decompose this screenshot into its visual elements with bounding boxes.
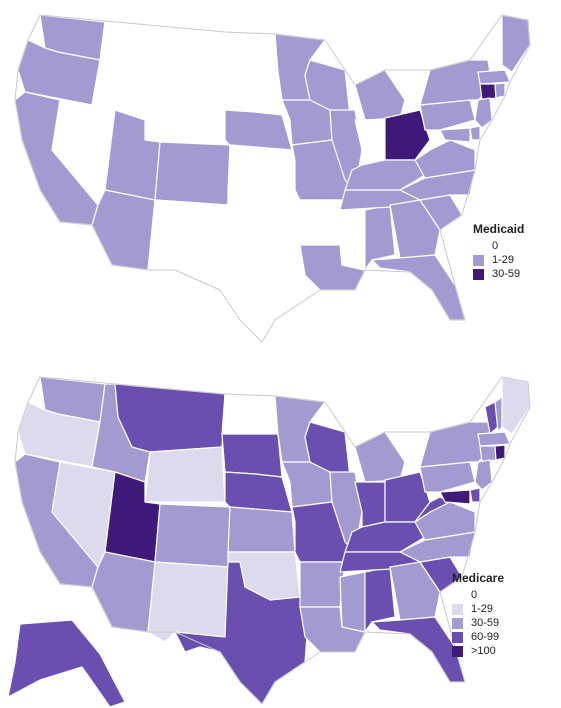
state-fl bbox=[371, 254, 466, 321]
legend-title: Medicare bbox=[452, 571, 505, 585]
legend-label: >100 bbox=[471, 645, 496, 657]
state-nm bbox=[147, 199, 229, 281]
legend-swatch bbox=[452, 645, 463, 657]
legend-rows: 0 1-29 30-59 bbox=[473, 239, 524, 281]
state-hi bbox=[147, 291, 161, 301]
legend-item: 1-29 bbox=[452, 602, 504, 616]
legend-label: 1-29 bbox=[471, 603, 494, 615]
medicaid-map bbox=[7, 14, 531, 346]
state-nj bbox=[474, 97, 493, 129]
state-sd bbox=[221, 71, 283, 116]
legend-rows: 0 1-29 30-59 60-99 >100 bbox=[452, 588, 504, 658]
state-nh bbox=[494, 34, 503, 71]
state-ak bbox=[7, 257, 126, 346]
legend-swatch bbox=[473, 268, 484, 280]
legend-item: 1-29 bbox=[473, 253, 524, 267]
legend-swatch bbox=[452, 617, 463, 629]
state-mi bbox=[354, 69, 406, 121]
state-ks bbox=[227, 506, 296, 553]
medicare-map bbox=[7, 376, 531, 708]
legend-label: 60-99 bbox=[471, 631, 500, 643]
state-nd bbox=[221, 31, 279, 73]
legend-item: >100 bbox=[452, 644, 504, 658]
state-ar bbox=[299, 199, 346, 246]
state-me bbox=[501, 14, 531, 73]
state-ms bbox=[339, 571, 366, 633]
state-ri bbox=[494, 444, 506, 461]
legend-swatch bbox=[452, 631, 463, 643]
state-md bbox=[439, 127, 471, 143]
legend-label: 1-29 bbox=[492, 254, 515, 266]
state-group bbox=[7, 376, 531, 708]
state-ri bbox=[494, 82, 506, 99]
state-co bbox=[154, 503, 231, 568]
medicaid-legend: Medicaid 0 1-29 30-59 bbox=[473, 222, 524, 281]
state-ne bbox=[224, 109, 293, 151]
legend-item: 0 bbox=[452, 588, 504, 602]
state-ar bbox=[299, 561, 346, 608]
legend-item: 30-59 bbox=[473, 267, 524, 281]
legend-item: 30-59 bbox=[452, 616, 504, 630]
state-ak bbox=[7, 619, 126, 708]
legend-item: 60-99 bbox=[452, 630, 504, 644]
state-ct bbox=[479, 83, 497, 101]
state-co bbox=[154, 141, 231, 206]
state-nj bbox=[474, 459, 493, 491]
state-ga bbox=[389, 561, 441, 621]
state-sd bbox=[221, 433, 283, 478]
state-ma bbox=[477, 69, 511, 85]
state-wy bbox=[144, 446, 226, 503]
state-md bbox=[439, 489, 471, 505]
state-hi bbox=[147, 653, 161, 663]
state-ne bbox=[224, 471, 293, 513]
state-az bbox=[91, 189, 156, 271]
legend-label: 0 bbox=[471, 589, 478, 601]
state-ms bbox=[339, 209, 366, 271]
legend-swatch bbox=[473, 240, 484, 252]
legend-title: Medicaid bbox=[473, 222, 525, 236]
state-de bbox=[469, 487, 481, 503]
legend-label: 30-59 bbox=[492, 268, 521, 280]
legend-swatch bbox=[452, 603, 463, 615]
state-ct bbox=[479, 445, 497, 463]
legend-label: 0 bbox=[492, 240, 499, 252]
legend-item: 0 bbox=[473, 239, 524, 253]
state-mt bbox=[114, 383, 226, 453]
nation-outline bbox=[14, 14, 531, 343]
state-group bbox=[7, 14, 531, 346]
legend-swatch bbox=[473, 254, 484, 266]
legend-label: 30-59 bbox=[471, 617, 500, 629]
nation-outline bbox=[14, 376, 531, 705]
state-az bbox=[91, 551, 156, 633]
state-nd bbox=[221, 393, 279, 435]
state-wy bbox=[144, 84, 226, 141]
state-ks bbox=[227, 144, 296, 191]
state-me bbox=[501, 376, 531, 435]
medicare-legend: Medicare 0 1-29 30-59 60-99 >100 bbox=[452, 571, 504, 658]
state-ma bbox=[477, 431, 511, 447]
state-mi bbox=[354, 431, 406, 483]
state-ga bbox=[389, 199, 441, 259]
legend-swatch bbox=[452, 589, 463, 601]
state-mt bbox=[114, 21, 226, 91]
state-nm bbox=[147, 561, 229, 643]
state-de bbox=[469, 125, 481, 141]
state-nh bbox=[494, 396, 503, 433]
